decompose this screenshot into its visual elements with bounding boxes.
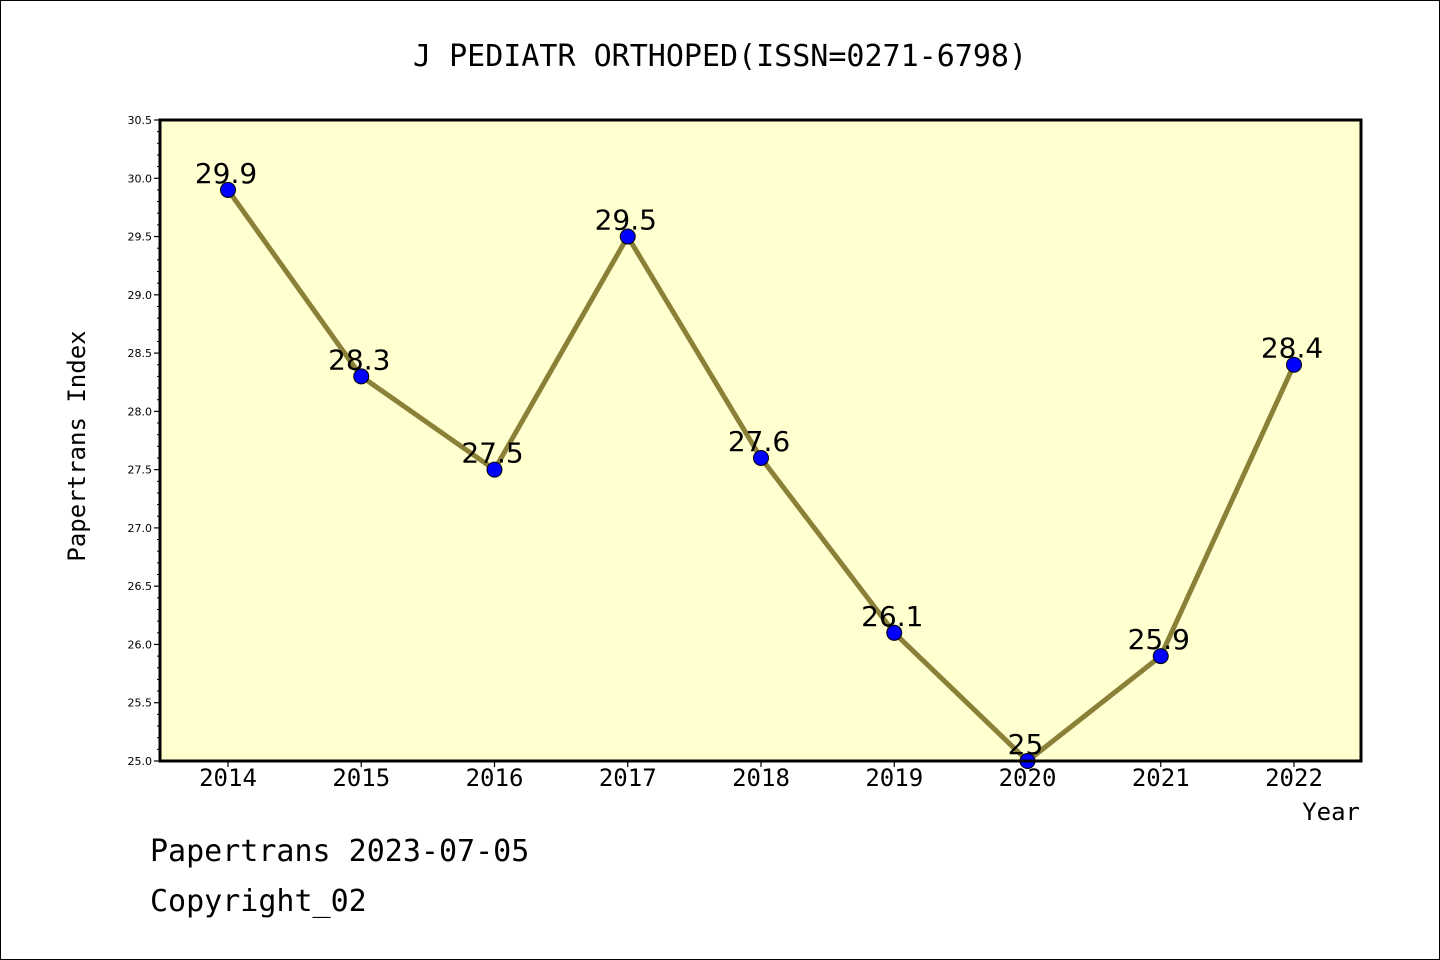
y-tick-label: 26.5 bbox=[128, 580, 153, 593]
data-label: 25 bbox=[1008, 728, 1044, 761]
data-label: 29.5 bbox=[595, 204, 657, 237]
y-tick-label: 29.5 bbox=[128, 231, 153, 244]
data-label: 26.1 bbox=[861, 600, 923, 633]
y-tick-label: 27.0 bbox=[128, 522, 153, 535]
y-tick-label: 30.5 bbox=[128, 114, 153, 127]
x-axis: 2014 2015 2016 2017 2018 2019 2020 2021 2022 bbox=[199, 761, 1323, 792]
chart-title: J PEDIATR ORTHOPED(ISSN=0271-6798) bbox=[413, 39, 1027, 74]
y-tick-label: 25.5 bbox=[128, 697, 153, 710]
series-markers bbox=[220, 181, 1302, 769]
data-point bbox=[619, 228, 636, 245]
x-tick-label: 2015 bbox=[332, 764, 390, 792]
x-tick-label: 2018 bbox=[732, 764, 790, 792]
y-axis-label: Papertrans Index bbox=[63, 330, 91, 561]
y-tick-label: 27.5 bbox=[128, 464, 153, 477]
data-point bbox=[486, 461, 503, 478]
data-point bbox=[886, 624, 903, 641]
data-label: 28.3 bbox=[328, 343, 390, 376]
data-label: 29.9 bbox=[195, 157, 257, 190]
footer-copyright-text: Copyright_02 bbox=[150, 884, 367, 919]
plot-border bbox=[158, 118, 1363, 763]
data-label: 25.9 bbox=[1128, 623, 1190, 656]
data-point bbox=[1286, 356, 1302, 373]
data-point bbox=[1152, 648, 1169, 665]
y-tick-label: 26.0 bbox=[128, 638, 153, 651]
data-point bbox=[353, 368, 370, 385]
data-labels: 29.9 28.3 27.5 29.5 27.6 26.1 25 25.9 28.4 bbox=[195, 157, 1323, 761]
y-tick-label: 28.5 bbox=[128, 347, 153, 360]
x-tick-label: 2021 bbox=[1132, 764, 1190, 792]
y-tick-label: 29.0 bbox=[128, 289, 153, 302]
y-tick-label: 28.0 bbox=[128, 405, 153, 418]
y-tick-label: 30.0 bbox=[128, 172, 153, 185]
y-tick-label: 25.0 bbox=[128, 755, 153, 768]
x-tick-label: 2022 bbox=[1265, 764, 1323, 792]
x-axis-label: Year bbox=[1302, 798, 1360, 826]
y-axis: 25.0 25.5 26.0 26.5 27.0 27.5 28.0 28.5 29.0 29.5… bbox=[128, 114, 160, 768]
x-tick-label: 2014 bbox=[199, 764, 257, 792]
data-label: 27.5 bbox=[461, 437, 523, 470]
x-tick-label: 2016 bbox=[466, 764, 524, 792]
data-label: 27.6 bbox=[728, 425, 790, 458]
data-point bbox=[753, 449, 769, 466]
data-point bbox=[220, 181, 236, 198]
footer-date-text: Papertrans 2023-07-05 bbox=[150, 834, 530, 869]
x-tick-label: 2017 bbox=[599, 764, 657, 792]
data-label: 28.4 bbox=[1261, 332, 1323, 365]
x-tick-label: 2019 bbox=[865, 764, 923, 792]
